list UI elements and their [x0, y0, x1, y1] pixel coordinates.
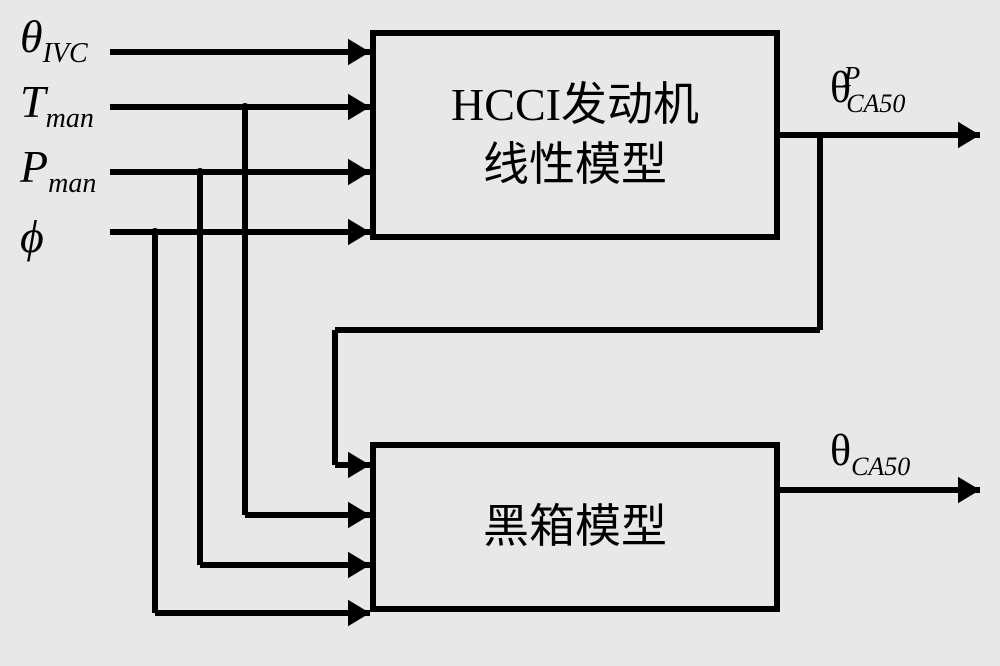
- diagram-wires: [0, 0, 1000, 666]
- block-diagram: θIVC Tman Pman ϕ HCCI发动机 线性模型 黑箱模型 θPCA5…: [0, 0, 1000, 666]
